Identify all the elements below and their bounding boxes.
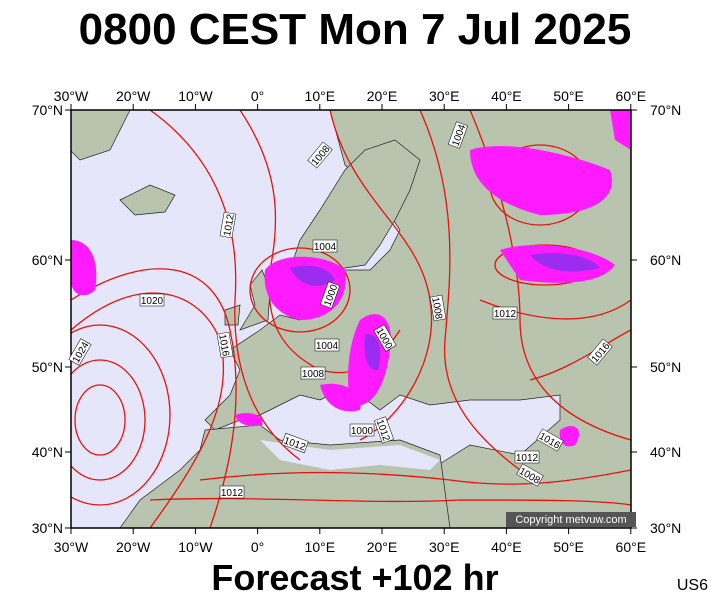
land-britain [239, 269, 271, 331]
isobar-label-box [307, 141, 333, 169]
isobar-label: 1008 [300, 366, 326, 380]
isobar-label-text: 1012 [222, 213, 237, 237]
lon-label-bottom: 60°E [616, 539, 647, 555]
isobar-label-box [219, 211, 237, 239]
map-frame [70, 109, 632, 529]
isobar-label-box [349, 423, 375, 437]
isobar-label: 1016 [216, 331, 234, 359]
copyright-box [506, 512, 636, 527]
isobar-label-text: 1016 [216, 333, 231, 357]
lon-label-bottom: 20°E [367, 539, 398, 555]
isobar-label-box [139, 293, 165, 307]
isobar-label-box [536, 428, 564, 452]
isobar-label-box [514, 450, 540, 464]
isobar-label: 1012 [514, 450, 540, 464]
isobar-label: 1012 [219, 485, 245, 499]
isobar-label-text: 1012 [516, 453, 539, 464]
isobar-label-box [587, 338, 613, 366]
isobar-label-box [319, 281, 341, 309]
lon-label-top: 60°E [616, 88, 647, 104]
lon-label-bottom: 30°W [54, 539, 89, 555]
isobar-label-text: 1020 [141, 296, 164, 307]
lon-label-top: 40°E [491, 88, 522, 104]
isobar-label-text: 1000 [351, 426, 374, 437]
copyright: Copyright metvuw.com [515, 514, 626, 526]
map-title: 0800 CEST Mon 7 Jul 2025 [79, 5, 632, 54]
isobar-label-text: 1012 [221, 488, 244, 499]
isobar-label-box [373, 416, 395, 444]
isobar-label-text: 1004 [316, 341, 339, 352]
isobar-label: 1004 [314, 338, 340, 352]
model-code: US6 [677, 577, 708, 594]
lon-label-top: 10°W [178, 88, 213, 104]
lat-label-left: 50°N [32, 359, 63, 375]
isobar-label-box [219, 485, 245, 499]
lat-label-right: 40°N [650, 444, 681, 460]
isobar-label-box [516, 463, 544, 487]
forecast-label: Forecast +102 hr [211, 557, 498, 598]
lat-label-right: 70°N [650, 102, 681, 118]
isobar-label: 1012 [219, 211, 237, 239]
lat-label-left: 40°N [32, 444, 63, 460]
lon-label-top: 50°E [553, 88, 584, 104]
isobar-label: 1000 [349, 423, 375, 437]
isobar-label-box [373, 324, 397, 352]
lon-label-top: 20°W [116, 88, 151, 104]
isobar-label-box [68, 338, 92, 366]
map-area [71, 110, 631, 528]
isobar-label-box [492, 306, 518, 320]
lon-label-bottom: 30°E [429, 539, 460, 555]
lon-label-bottom: 10°E [305, 539, 336, 555]
isobar-label-text: 1008 [302, 369, 325, 380]
isobar-label: 1012 [492, 306, 518, 320]
isobar-label-box [312, 239, 338, 253]
lon-label-bottom: 40°E [491, 539, 522, 555]
isobar-label-box [216, 331, 234, 359]
lat-label-right: 60°N [650, 252, 681, 268]
isobar-label-text: 1012 [494, 309, 517, 320]
isobar-label-text: 1004 [314, 242, 337, 253]
lon-label-bottom: 50°E [553, 539, 584, 555]
lon-label-bottom: 10°W [178, 539, 213, 555]
isobar-label-box [281, 432, 309, 454]
land-iceland [119, 184, 176, 216]
lon-label-bottom: 20°W [116, 539, 151, 555]
lon-label-top: 10°E [305, 88, 336, 104]
lat-label-left: 30°N [32, 520, 63, 536]
isobar-label-box [447, 121, 469, 149]
isobar-label-text: 1008 [429, 296, 444, 320]
isobar-label-box [429, 294, 447, 322]
lat-label-left: 70°N [32, 102, 63, 118]
isobar-label: 1004 [312, 239, 338, 253]
lat-label-right: 50°N [650, 359, 681, 375]
isobar-label-box [300, 366, 326, 380]
lon-label-top: 0° [251, 88, 264, 104]
isobar-label: 1008 [429, 294, 447, 322]
lon-label-top: 30°W [54, 88, 89, 104]
lat-label-right: 30°N [650, 520, 681, 536]
isobar-label-box [314, 338, 340, 352]
lat-label-left: 60°N [32, 252, 63, 268]
lon-label-top: 30°E [429, 88, 460, 104]
land-greenland [71, 110, 131, 161]
lon-label-top: 20°E [367, 88, 398, 104]
lon-label-bottom: 0° [251, 539, 264, 555]
isobar-label: 1020 [139, 293, 165, 307]
